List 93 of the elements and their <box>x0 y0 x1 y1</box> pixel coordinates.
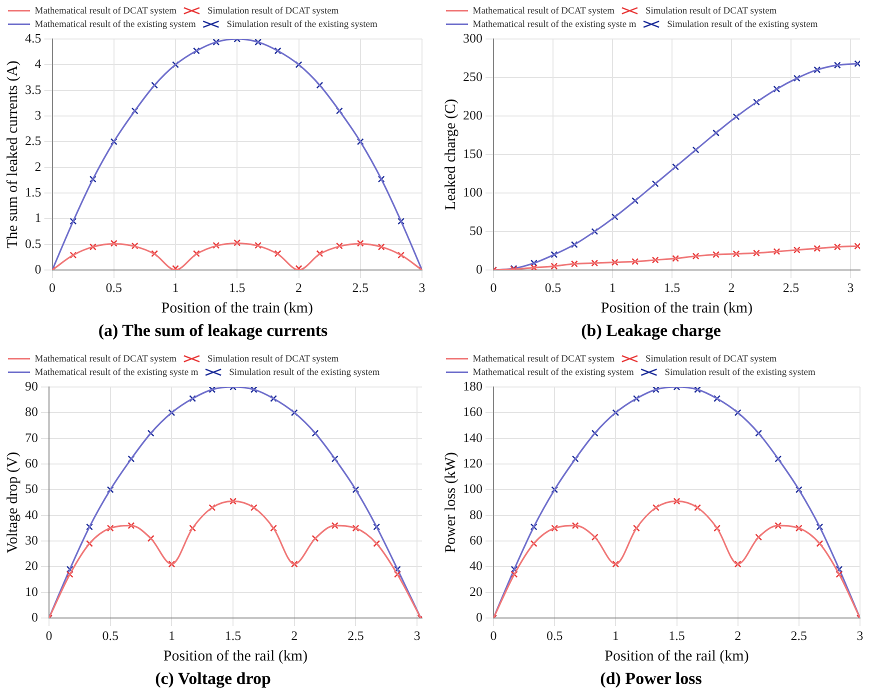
y-tick-label: 180 <box>463 378 482 394</box>
x-tick-label: 3 <box>856 628 864 644</box>
y-tick-label: 80 <box>470 506 482 522</box>
y-tick-label: 160 <box>463 404 482 420</box>
x-tick-label: 0.5 <box>106 280 122 296</box>
legend-label: Mathematical result of DCAT system <box>34 354 178 364</box>
x-tick-label: 0 <box>490 280 497 296</box>
x-axis-title: Position of the train (km) <box>600 300 753 317</box>
x-tick-label: 0 <box>49 280 56 296</box>
x-tick-label: 2 <box>296 280 302 296</box>
legend-label: Mathematical result of DCAT system <box>472 354 616 364</box>
y-tick-label: 40 <box>470 558 482 574</box>
x-tick-label: 1 <box>609 280 616 296</box>
y-tick-label: 3.5 <box>25 82 42 97</box>
y-tick-label: 90 <box>25 378 38 394</box>
x-tick-label: 3 <box>418 280 426 296</box>
text: (a) The sum of leakage currents <box>98 321 328 340</box>
y-tick-label: 50 <box>470 222 482 238</box>
y-tick-label: 1.5 <box>25 184 42 200</box>
text: (c) Voltage drop <box>155 669 271 688</box>
y-tick-label: 2 <box>34 158 42 174</box>
y-tick-label: 80 <box>25 404 38 420</box>
legend-label: Mathematical result of the existing system <box>34 20 197 30</box>
x-axis-title: Position of the rail (km) <box>163 648 308 665</box>
text: (b) Leakage charge <box>581 321 722 340</box>
text: (d) Power loss <box>600 669 702 688</box>
legend-label: Mathematical result of DCAT system <box>34 6 178 16</box>
y-tick-label: 140 <box>463 430 482 445</box>
x-tick-label: 1 <box>172 280 179 296</box>
y-tick-label: 20 <box>470 584 482 599</box>
x-tick-label: 1.5 <box>668 628 685 644</box>
y-tick-label: 0 <box>476 261 482 276</box>
y-tick-label: 100 <box>463 481 482 496</box>
y-tick-label: 60 <box>25 455 38 470</box>
legend-label: Simulation result of DCAT system <box>207 354 340 364</box>
y-tick-label: 0 <box>476 609 482 624</box>
x-tick-label: 3 <box>847 280 854 296</box>
y-tick-label: 40 <box>25 506 38 522</box>
x-tick-label: 2 <box>291 628 298 644</box>
y-tick-label: 0.5 <box>25 236 42 251</box>
x-tick-label: 1.5 <box>229 280 246 296</box>
y-tick-label: 300 <box>463 30 482 46</box>
y-tick-label: 120 <box>463 455 482 470</box>
x-tick-label: 1.5 <box>224 628 242 644</box>
y-axis-title: Voltage drop (V) <box>4 452 21 554</box>
legend-label: Mathematical result of the existing system <box>472 368 635 378</box>
y-axis-title: Leaked charge (C) <box>442 98 459 210</box>
y-tick-label: 3 <box>34 107 42 122</box>
y-tick-label: 150 <box>463 146 482 161</box>
y-axis-title: The sum of leaked currents (A) <box>4 60 21 248</box>
y-tick-label: 4 <box>34 56 42 72</box>
y-tick-label: 4.5 <box>25 30 42 46</box>
x-tick-label: 2 <box>734 628 742 644</box>
y-tick-label: 0 <box>34 261 42 276</box>
y-tick-label: 70 <box>25 430 38 445</box>
legend-label: Simulation result of DCAT system <box>645 354 778 364</box>
legend-label: Simulation result of the existing system <box>226 20 378 30</box>
y-tick-label: 10 <box>25 584 38 599</box>
x-tick-label: 2 <box>728 280 735 296</box>
x-axis-title: Position of the rail (km) <box>604 648 749 665</box>
y-tick-label: 250 <box>463 68 482 84</box>
x-tick-label: 0.5 <box>102 628 118 644</box>
y-tick-label: 20 <box>25 558 38 574</box>
x-tick-label: 0.5 <box>546 628 563 644</box>
x-tick-label: 2.5 <box>348 628 364 644</box>
legend-label: Simulation result of DCAT system <box>207 6 340 16</box>
y-tick-label: 50 <box>25 481 38 496</box>
legend-label: Simulation result of DCAT system <box>645 6 778 16</box>
x-tick-label: 1 <box>168 628 175 644</box>
y-tick-label: 30 <box>25 532 38 548</box>
legend-label: Simulation result of the existing system <box>664 368 816 378</box>
legend-label: Simulation result of the existing system <box>667 20 818 30</box>
x-tick-label: 2.5 <box>352 280 368 296</box>
x-tick-label: 1 <box>612 628 619 644</box>
y-tick-label: 200 <box>463 107 482 122</box>
legend-label: Mathematical result of DCAT system <box>472 6 616 16</box>
x-axis-title: Position of the train (km) <box>161 300 313 317</box>
legend-label: Simulation result of the existing system <box>229 368 380 378</box>
x-tick-label: 2.5 <box>790 628 808 644</box>
y-tick-label: 60 <box>470 532 482 548</box>
y-tick-label: 100 <box>463 184 482 200</box>
x-tick-label: 1.5 <box>664 280 680 296</box>
y-axis-title: Power loss (kW) <box>442 452 459 553</box>
x-tick-label: 0 <box>46 628 52 644</box>
y-tick-label: 2.5 <box>25 133 42 148</box>
y-tick-label: 1 <box>34 210 42 226</box>
x-tick-label: 2.5 <box>782 280 800 296</box>
x-tick-label: 3 <box>414 628 420 644</box>
legend-label: Mathematical result of the existing syste m <box>472 20 637 30</box>
legend-label: Mathematical result of the existing syste m <box>34 368 199 378</box>
x-tick-label: 0 <box>490 628 497 644</box>
y-tick-label: 0 <box>32 609 38 624</box>
x-tick-label: 0.5 <box>544 280 562 296</box>
